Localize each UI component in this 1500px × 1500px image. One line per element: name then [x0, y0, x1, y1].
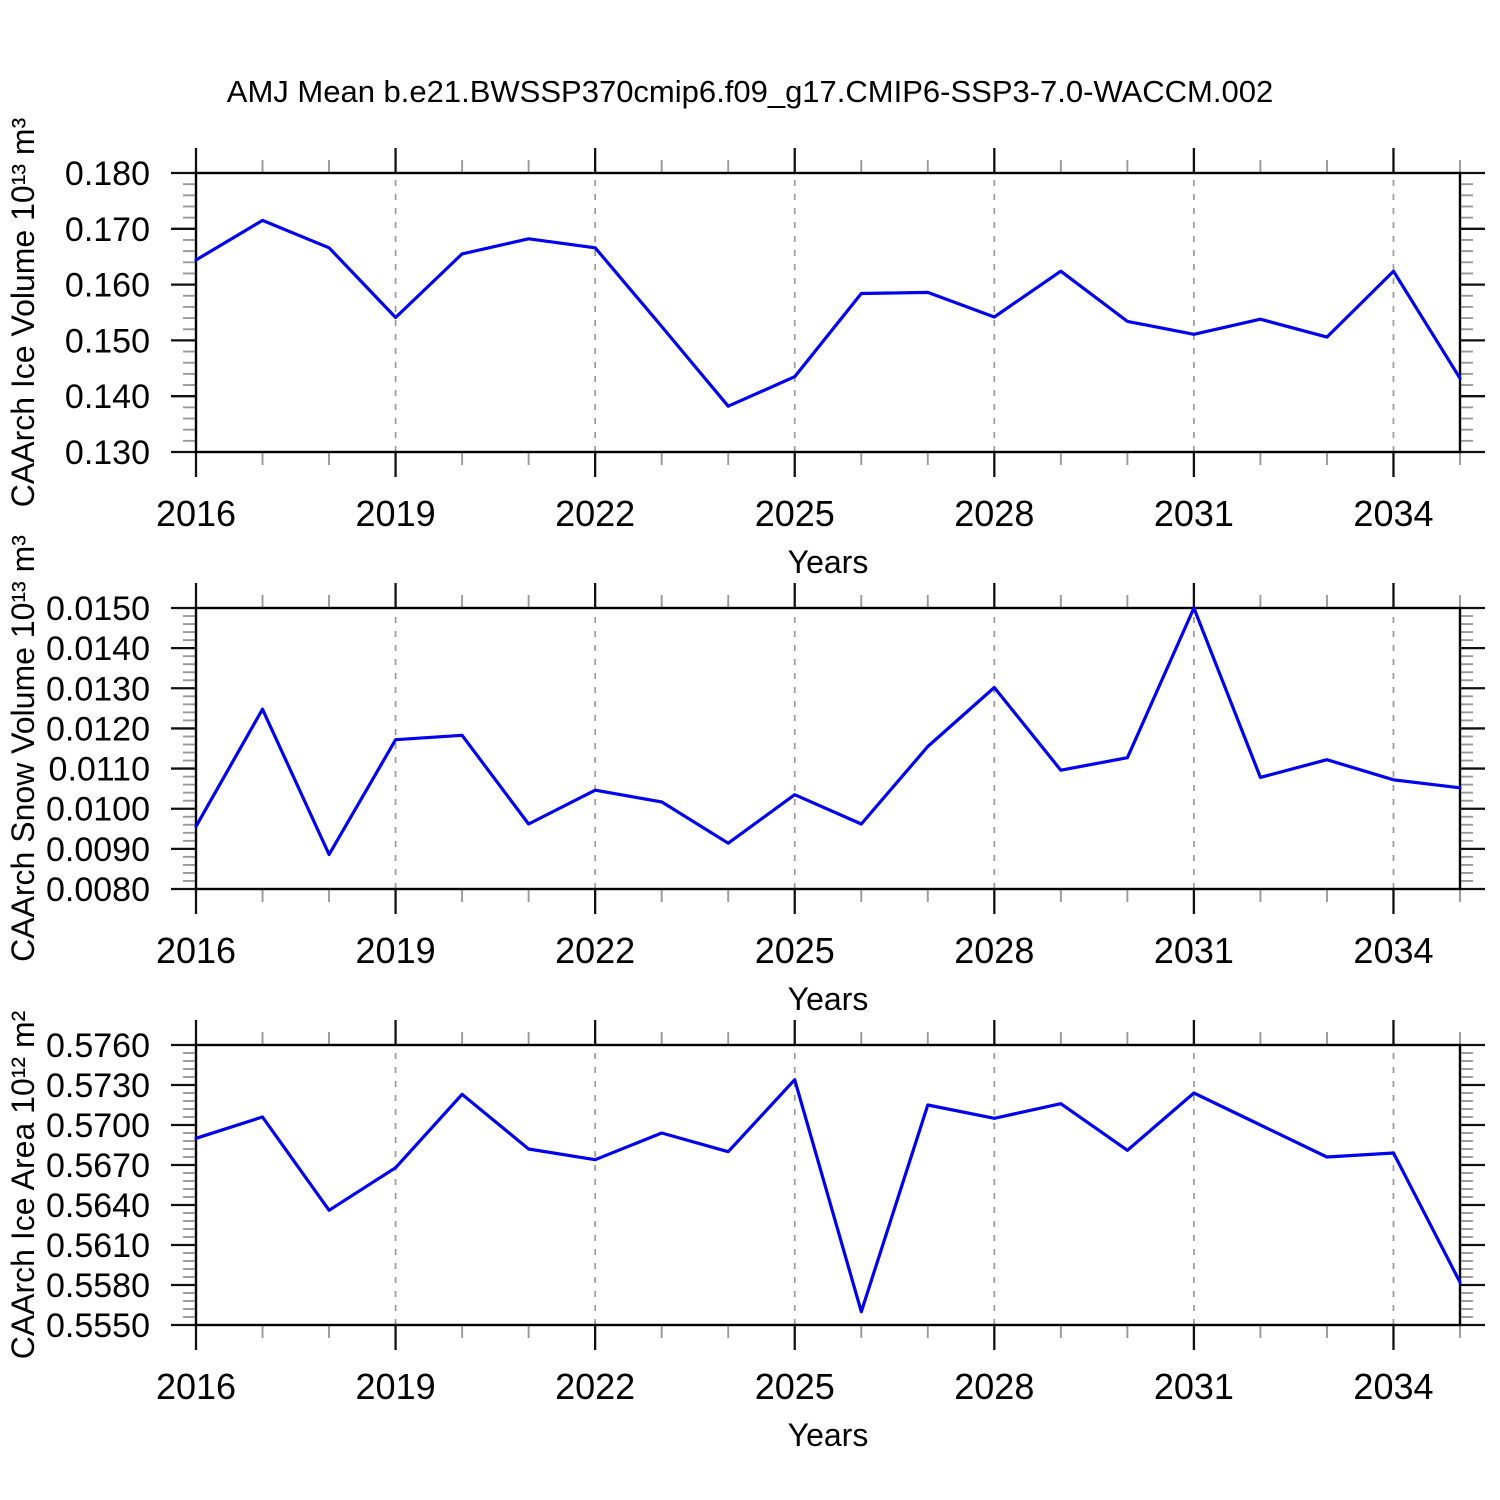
y-tick-labels: 0.00800.00900.01000.01100.01200.01300.01… [46, 590, 150, 909]
y-tick-label: 0.0080 [46, 871, 150, 909]
x-tick-label: 2028 [954, 1366, 1034, 1407]
plot-frame [194, 606, 1462, 891]
x-axis-title: Years [788, 1417, 869, 1453]
y-tick-label: 0.5640 [46, 1187, 150, 1225]
y-tick-label: 0.5760 [46, 1027, 150, 1065]
x-tick-label: 2019 [356, 1366, 436, 1407]
y-tick-label: 0.0110 [49, 751, 150, 789]
chart-title: AMJ Mean b.e21.BWSSP370cmip6.f09_g17.CMI… [226, 74, 1274, 109]
x-tick-label: 2016 [156, 930, 236, 971]
y-tick-label: 0.0100 [46, 791, 150, 829]
x-tick-label: 2019 [356, 930, 436, 971]
plot-frame [194, 1043, 1462, 1327]
y-axis-title: CAArch Ice Area 10¹² m² [5, 1010, 41, 1359]
y-axis-title: CAArch Snow Volume 10¹³ m³ [5, 535, 41, 962]
series-line [194, 218, 1462, 408]
y-axis-title: CAArch Ice Volume 10¹³ m³ [5, 117, 41, 507]
y-tick-label: 0.140 [65, 378, 150, 416]
panel-3: 0.55500.55800.56100.56400.56700.57000.57… [5, 1010, 1485, 1453]
x-axis-title: Years [788, 544, 869, 580]
y-tick-label: 0.0090 [46, 831, 150, 869]
y-tick-label: 0.5550 [46, 1307, 150, 1345]
y-tick-label: 0.180 [65, 155, 150, 193]
x-tick-labels: 2016 2019 2022 2025 2028 2031 2034 [156, 493, 1434, 534]
y-tick-label: 0.5580 [46, 1267, 150, 1305]
x-tick-label: 2019 [356, 493, 436, 534]
x-tick-label: 2031 [1154, 930, 1234, 971]
x-tick-label: 2031 [1154, 493, 1234, 534]
x-tick-label: 2022 [555, 493, 635, 534]
gridlines [394, 1045, 1395, 1325]
series-line [194, 1078, 1462, 1314]
y-tick-labels: 0.130 0.140 0.150 0.160 0.170 0.180 [65, 155, 150, 472]
gridlines [394, 173, 1395, 452]
y-tick-label: 0.5670 [46, 1147, 150, 1185]
x-tick-labels: 2016 2019 2022 2025 2028 2031 2034 [156, 930, 1434, 971]
x-tick-label: 2028 [954, 493, 1034, 534]
y-tick-label: 0.5700 [46, 1107, 150, 1145]
x-tick-label: 2034 [1353, 493, 1433, 534]
x-tick-label: 2025 [755, 930, 835, 971]
ticks [171, 1020, 1485, 1350]
x-tick-label: 2022 [555, 1366, 635, 1407]
y-tick-label: 0.0150 [46, 590, 150, 628]
y-tick-label: 0.170 [65, 211, 150, 249]
x-axis-title: Years [788, 981, 869, 1017]
x-tick-label: 2016 [156, 493, 236, 534]
y-tick-label: 0.5730 [46, 1067, 150, 1105]
gridlines [394, 608, 1395, 889]
ticks [171, 583, 1485, 914]
x-tick-label: 2031 [1154, 1366, 1234, 1407]
x-tick-label: 2016 [156, 1366, 236, 1407]
y-tick-label: 0.160 [65, 267, 150, 305]
y-tick-label: 0.5610 [46, 1227, 150, 1265]
y-tick-label: 0.150 [65, 322, 150, 360]
x-tick-label: 2025 [755, 1366, 835, 1407]
x-tick-label: 2025 [755, 493, 835, 534]
ticks [171, 148, 1485, 477]
y-tick-label: 0.130 [65, 434, 150, 472]
x-tick-labels: 2016 2019 2022 2025 2028 2031 2034 [156, 1366, 1434, 1407]
y-tick-label: 0.0130 [46, 670, 150, 708]
y-tick-labels: 0.55500.55800.56100.56400.56700.57000.57… [46, 1027, 150, 1345]
x-tick-label: 2034 [1353, 930, 1433, 971]
series-line [194, 606, 1462, 857]
y-tick-label: 0.0140 [46, 630, 150, 668]
x-tick-label: 2022 [555, 930, 635, 971]
x-tick-label: 2034 [1353, 1366, 1433, 1407]
plot-frame [194, 171, 1462, 454]
panel-2: 0.00800.00900.01000.01100.01200.01300.01… [5, 535, 1485, 1017]
x-tick-label: 2028 [954, 930, 1034, 971]
y-tick-label: 0.0120 [46, 710, 150, 748]
